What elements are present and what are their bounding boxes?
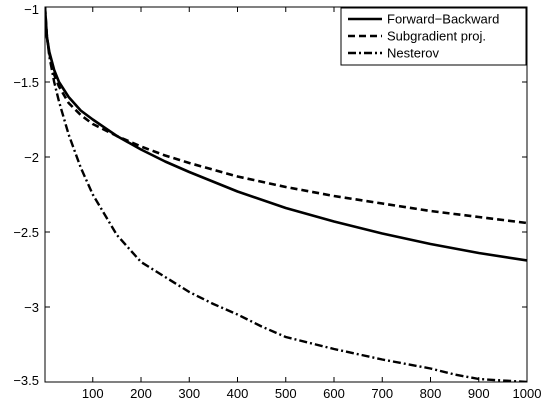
x-tick-label: 600 (323, 386, 345, 401)
legend-label-2: Subgradient proj. (387, 29, 486, 44)
x-tick-label: 800 (420, 386, 442, 401)
x-tick-label: 300 (178, 386, 200, 401)
x-tick-label: 400 (227, 386, 249, 401)
x-tick-label: 500 (275, 386, 297, 401)
y-axis-ticks: −1 −1.5 −2 −2.5 −3 −3.5 (13, 2, 527, 388)
y-tick-label: −2.5 (13, 225, 39, 240)
legend: Forward−Backward Subgradient proj. Nestero… (340, 7, 527, 66)
y-tick-label: −1 (24, 2, 39, 17)
series-line-1 (45, 7, 527, 262)
x-axis-ticks: 100 200 300 400 500 600 700 800 900 1000 (82, 7, 542, 401)
x-tick-label: 900 (468, 386, 490, 401)
legend-label-3: Nesterov (387, 46, 440, 61)
y-tick-label: −3 (24, 300, 39, 315)
y-tick-label: −3.5 (13, 373, 39, 388)
x-tick-label: 1000 (513, 386, 542, 401)
x-tick-label: 100 (82, 386, 104, 401)
x-tick-label: 200 (130, 386, 152, 401)
series-line-3 (45, 14, 527, 382)
series-line-2 (45, 7, 527, 225)
x-tick-label: 700 (371, 386, 393, 401)
y-tick-label: −1.5 (13, 75, 39, 90)
series-layer (45, 7, 527, 382)
legend-label-1: Forward−Backward (387, 12, 499, 27)
y-tick-label: −2 (24, 150, 39, 165)
